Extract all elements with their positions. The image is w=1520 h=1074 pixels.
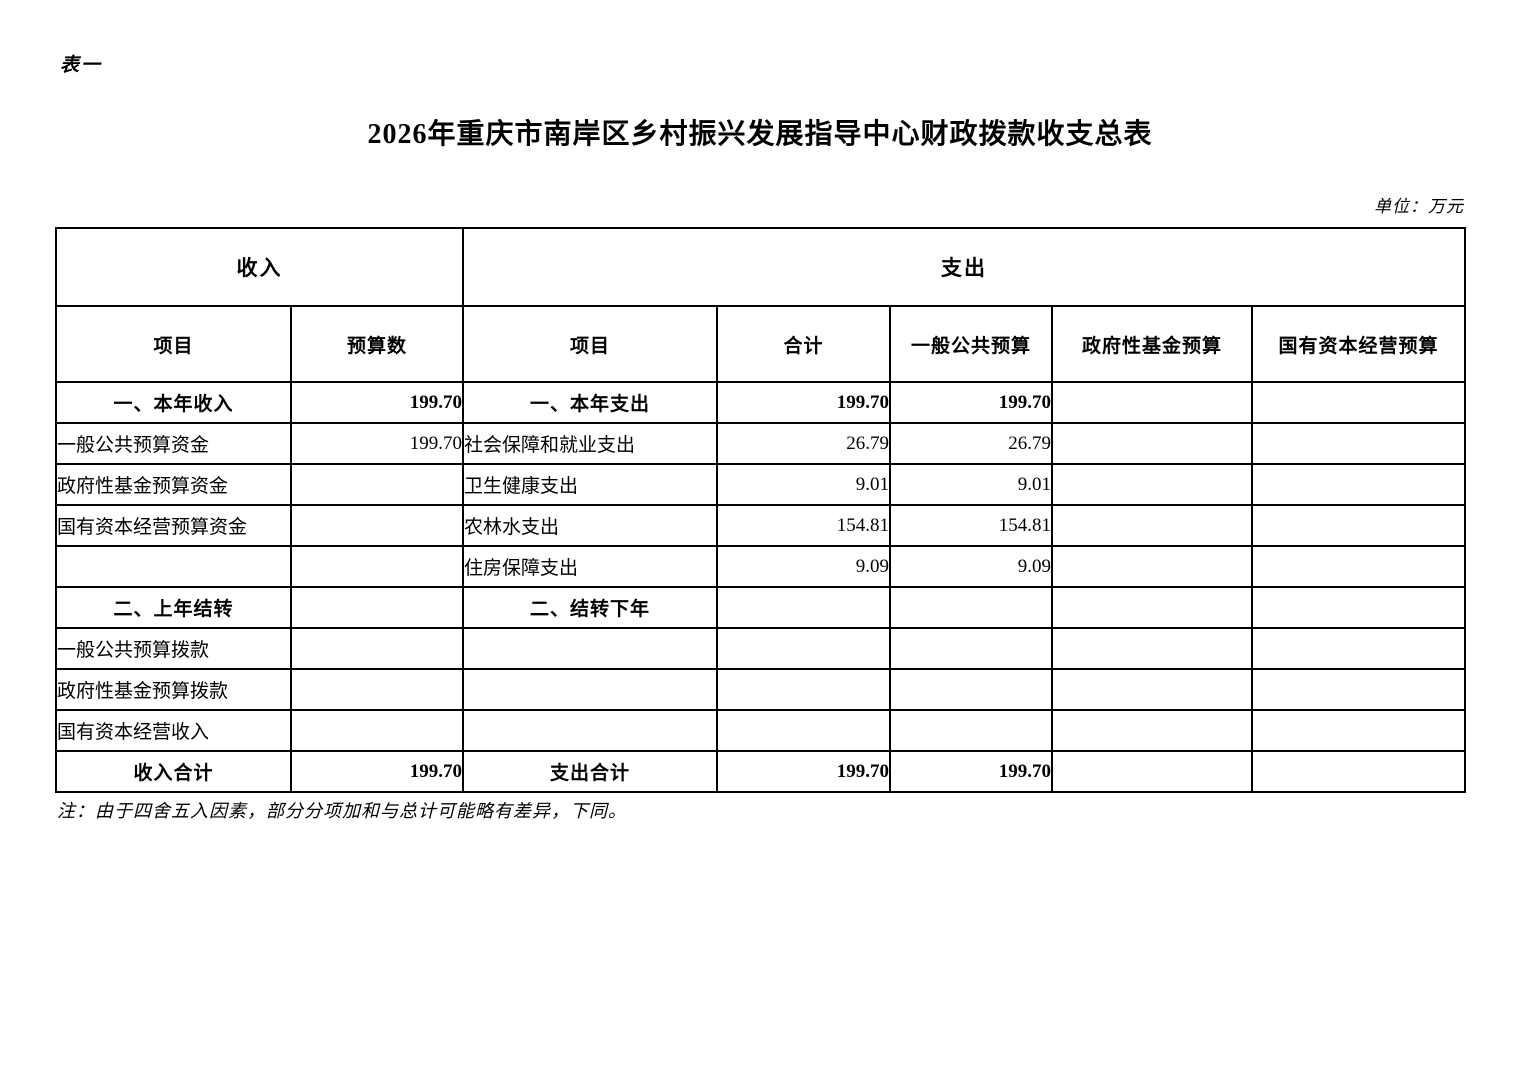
col-header-state-capital-budget: 国有资本经营预算 [1250, 305, 1467, 383]
expense-total-cell: 9.09 [716, 545, 891, 588]
expense-total-cell [716, 668, 891, 711]
unit-label: 单位：万元 [1374, 197, 1464, 216]
income-group-header: 收入 [55, 227, 464, 307]
gov-fund-cell [1051, 381, 1253, 424]
income-item-cell: 一般公共预算拨款 [55, 627, 292, 670]
income-budget-cell [290, 504, 464, 547]
expense-total-cell: 26.79 [716, 422, 891, 465]
state-capital-cell [1250, 709, 1467, 752]
table-row: 二、上年结转 二、结转下年 [55, 586, 1467, 629]
income-total-label-cell: 收入合计 [55, 750, 292, 793]
expense-total-cell: 199.70 [716, 381, 891, 424]
table-column-header-row: 项目 预算数 项目 合计 一般公共预算 政府性基金预算 国有资本经营预算 [55, 305, 1467, 383]
expense-item-cell: 二、结转下年 [462, 586, 718, 629]
general-budget-cell: 26.79 [889, 422, 1053, 465]
table-row-totals: 收入合计 199.70 支出合计 199.70 199.70 [55, 750, 1467, 793]
income-total-value-cell: 199.70 [290, 750, 464, 793]
state-capital-cell [1250, 545, 1467, 588]
general-budget-total-cell: 199.70 [889, 750, 1053, 793]
general-budget-cell: 154.81 [889, 504, 1053, 547]
col-header-expense-total: 合计 [716, 305, 891, 383]
rounding-note: 注：由于四舍五入因素，部分分项加和与总计可能略有差异，下同。 [57, 801, 627, 821]
expense-item-cell: 社会保障和就业支出 [462, 422, 718, 465]
gov-fund-cell [1051, 709, 1253, 752]
expense-item-cell [462, 668, 718, 711]
income-item-cell: 国有资本经营预算资金 [55, 504, 292, 547]
table-row: 一、本年收入 199.70 一、本年支出 199.70 199.70 [55, 381, 1467, 424]
gov-fund-cell [1051, 422, 1253, 465]
expense-item-cell [462, 709, 718, 752]
general-budget-cell: 9.09 [889, 545, 1053, 588]
budget-summary-table: 收入 支出 项目 预算数 项目 合计 一般公共预算 政府性基金预算 国有资本经营… [55, 227, 1467, 793]
expense-total-cell [716, 586, 891, 629]
income-budget-cell [290, 545, 464, 588]
state-capital-total-cell [1250, 750, 1467, 793]
income-item-cell: 政府性基金预算拨款 [55, 668, 292, 711]
col-header-general-budget: 一般公共预算 [889, 305, 1053, 383]
state-capital-cell [1250, 463, 1467, 506]
gov-fund-cell [1051, 545, 1253, 588]
general-budget-cell: 199.70 [889, 381, 1053, 424]
table-row: 国有资本经营收入 [55, 709, 1467, 752]
expense-total-cell [716, 627, 891, 670]
table-row: 政府性基金预算拨款 [55, 668, 1467, 711]
table-row: 住房保障支出 9.09 9.09 [55, 545, 1467, 588]
state-capital-cell [1250, 668, 1467, 711]
state-capital-cell [1250, 586, 1467, 629]
col-header-expense-item: 项目 [462, 305, 718, 383]
gov-fund-cell [1051, 463, 1253, 506]
income-budget-cell [290, 586, 464, 629]
expense-group-header: 支出 [461, 227, 1467, 307]
table-group-header-row: 收入 支出 [55, 227, 1467, 307]
col-header-income-item: 项目 [55, 305, 292, 383]
general-budget-cell: 9.01 [889, 463, 1053, 506]
income-item-cell: 二、上年结转 [55, 586, 292, 629]
income-item-cell: 一般公共预算资金 [55, 422, 292, 465]
expense-total-label-cell: 支出合计 [462, 750, 718, 793]
income-item-cell: 政府性基金预算资金 [55, 463, 292, 506]
general-budget-cell [889, 709, 1053, 752]
page-title: 2026年重庆市南岸区乡村振兴发展指导中心财政拨款收支总表 [367, 119, 1153, 150]
income-item-cell [55, 545, 292, 588]
income-budget-cell [290, 463, 464, 506]
income-item-cell: 国有资本经营收入 [55, 709, 292, 752]
expense-item-cell: 住房保障支出 [462, 545, 718, 588]
gov-fund-cell [1051, 627, 1253, 670]
state-capital-cell [1250, 504, 1467, 547]
expense-total-cell: 9.01 [716, 463, 891, 506]
gov-fund-total-cell [1051, 750, 1253, 793]
expense-total-cell: 154.81 [716, 504, 891, 547]
table-row: 国有资本经营预算资金 农林水支出 154.81 154.81 [55, 504, 1467, 547]
general-budget-cell [889, 668, 1053, 711]
income-budget-cell [290, 709, 464, 752]
table-row: 一般公共预算拨款 [55, 627, 1467, 670]
income-budget-cell: 199.70 [290, 381, 464, 424]
income-budget-cell: 199.70 [290, 422, 464, 465]
state-capital-cell [1250, 627, 1467, 670]
expense-item-cell: 卫生健康支出 [462, 463, 718, 506]
general-budget-cell [889, 586, 1053, 629]
expense-total-value-cell: 199.70 [716, 750, 891, 793]
table-row: 政府性基金预算资金 卫生健康支出 9.01 9.01 [55, 463, 1467, 506]
income-budget-cell [290, 627, 464, 670]
expense-item-cell: 农林水支出 [462, 504, 718, 547]
col-header-gov-fund-budget: 政府性基金预算 [1051, 305, 1253, 383]
state-capital-cell [1250, 381, 1467, 424]
expense-item-cell [462, 627, 718, 670]
gov-fund-cell [1051, 668, 1253, 711]
state-capital-cell [1250, 422, 1467, 465]
expense-total-cell [716, 709, 891, 752]
col-header-income-budget: 预算数 [290, 305, 464, 383]
table-row: 一般公共预算资金 199.70 社会保障和就业支出 26.79 26.79 [55, 422, 1467, 465]
gov-fund-cell [1051, 586, 1253, 629]
general-budget-cell [889, 627, 1053, 670]
income-item-cell: 一、本年收入 [55, 381, 292, 424]
income-budget-cell [290, 668, 464, 711]
table-number-label: 表一 [60, 55, 103, 76]
expense-item-cell: 一、本年支出 [462, 381, 718, 424]
gov-fund-cell [1051, 504, 1253, 547]
